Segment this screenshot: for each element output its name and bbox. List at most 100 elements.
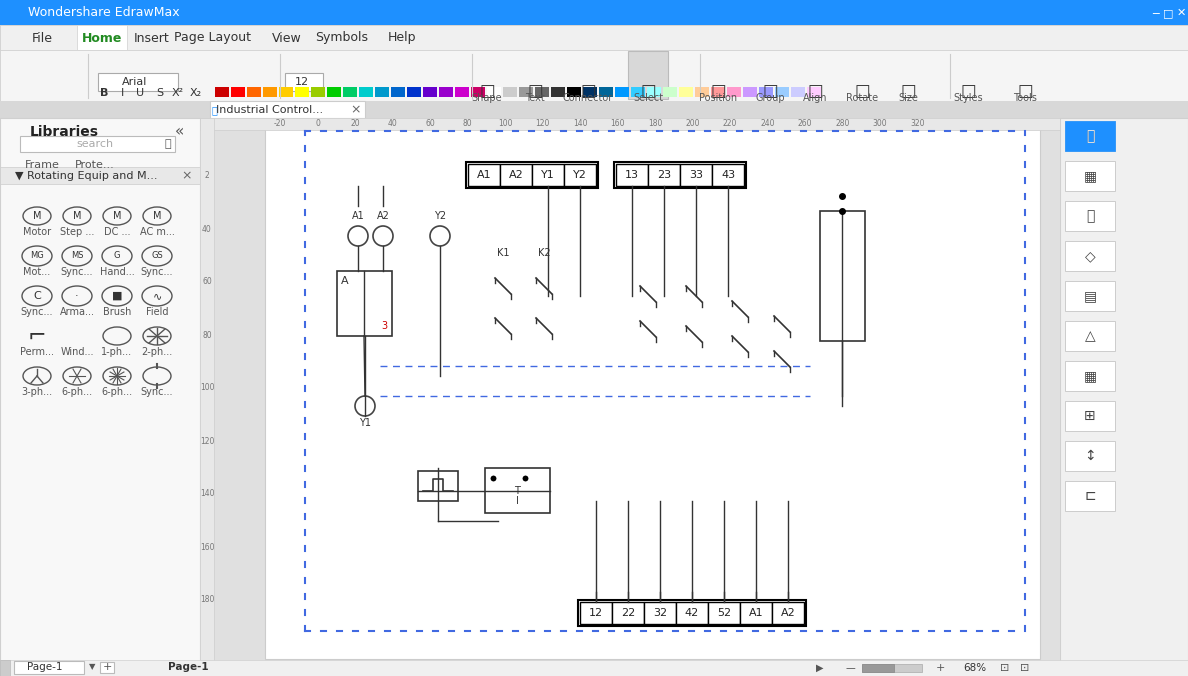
Bar [440, 87, 453, 97]
Text: ∿: ∿ [152, 291, 162, 301]
Text: Prote...: Prote... [75, 160, 115, 170]
Text: 12: 12 [295, 77, 309, 87]
Text: Shape: Shape [472, 93, 503, 103]
Bar [1064, 121, 1116, 151]
Text: 40: 40 [202, 224, 211, 233]
Text: 160: 160 [200, 543, 214, 552]
Text: A1: A1 [476, 170, 492, 180]
Text: M: M [33, 211, 42, 221]
Bar [468, 164, 500, 186]
Text: Y1: Y1 [541, 170, 555, 180]
Text: 140: 140 [200, 489, 214, 498]
Bar [263, 87, 277, 97]
Bar [337, 271, 392, 336]
Text: Y1: Y1 [359, 418, 371, 428]
Text: search: search [76, 139, 114, 149]
Text: □: □ [960, 82, 975, 100]
Text: ▤: ▤ [1083, 289, 1097, 303]
Bar [647, 87, 661, 97]
Text: 23: 23 [657, 170, 671, 180]
Text: 320: 320 [910, 120, 924, 128]
Bar [1064, 401, 1116, 431]
Bar [644, 602, 676, 624]
Text: ×: × [182, 170, 192, 183]
Text: □: □ [854, 82, 870, 100]
Bar [210, 101, 365, 118]
Text: Size: Size [898, 93, 918, 103]
Bar [535, 87, 549, 97]
Bar [247, 87, 261, 97]
Text: «: « [176, 124, 184, 139]
Text: Libraries: Libraries [30, 125, 99, 139]
Bar [0, 0, 1188, 25]
Text: ◇: ◇ [1085, 249, 1095, 263]
Bar [519, 87, 533, 97]
Text: Tools: Tools [1013, 93, 1037, 103]
Bar [759, 87, 773, 97]
Text: 52: 52 [716, 608, 731, 618]
Bar [775, 87, 789, 97]
Bar [567, 87, 581, 97]
Text: 1-ph...: 1-ph... [101, 347, 133, 357]
Text: 20: 20 [350, 120, 360, 128]
Text: +: + [102, 662, 112, 672]
Text: ▼: ▼ [89, 662, 95, 671]
Bar [772, 602, 804, 624]
Text: —: — [845, 663, 855, 673]
Text: DC ...: DC ... [103, 227, 131, 237]
Text: □: □ [710, 82, 726, 100]
Text: ×: × [350, 103, 361, 116]
Text: 40: 40 [387, 120, 397, 128]
Text: Industrial Control...: Industrial Control... [216, 105, 323, 115]
Text: 120: 120 [536, 120, 550, 128]
Bar [583, 87, 598, 97]
Bar [0, 118, 200, 676]
Text: Sync...: Sync... [20, 307, 53, 317]
Text: AC m...: AC m... [139, 227, 175, 237]
Text: Group: Group [756, 93, 785, 103]
Bar [532, 164, 564, 186]
Text: ✕: ✕ [1176, 8, 1186, 18]
Bar [1064, 201, 1116, 231]
Bar [580, 602, 612, 624]
Bar [680, 164, 712, 186]
Bar [1064, 481, 1116, 511]
Bar [862, 664, 922, 672]
Bar [375, 87, 388, 97]
Bar [1064, 281, 1116, 311]
Text: Connector: Connector [563, 93, 613, 103]
Text: +: + [935, 663, 944, 673]
Text: Wind...: Wind... [61, 347, 94, 357]
Text: Wondershare EdrawMax: Wondershare EdrawMax [20, 7, 179, 20]
Text: 100: 100 [498, 120, 512, 128]
Bar [820, 211, 865, 341]
Bar [215, 87, 229, 97]
Polygon shape [486, 529, 510, 544]
Bar [418, 471, 459, 501]
Bar [614, 162, 746, 188]
Text: I: I [120, 88, 124, 98]
Bar [1060, 118, 1188, 676]
Bar [628, 51, 668, 99]
Text: Help: Help [387, 32, 416, 45]
Text: B: B [100, 88, 108, 98]
Text: 80: 80 [462, 120, 473, 128]
Text: 🔍: 🔍 [165, 139, 171, 149]
Text: Field: Field [146, 307, 169, 317]
Bar [20, 136, 175, 152]
Text: 🔷: 🔷 [211, 105, 217, 115]
Bar [14, 661, 84, 674]
Text: 22: 22 [621, 608, 636, 618]
Text: ▦: ▦ [1083, 169, 1097, 183]
Bar [1064, 361, 1116, 391]
Text: 180: 180 [647, 120, 662, 128]
Bar [1064, 121, 1116, 151]
Text: Arial: Arial [122, 77, 147, 87]
Text: Page Layout: Page Layout [173, 32, 251, 45]
Text: 80: 80 [202, 331, 211, 339]
Bar [1064, 441, 1116, 471]
Text: □: □ [479, 82, 495, 100]
Bar [295, 87, 309, 97]
Text: I: I [516, 496, 518, 506]
Text: ▦: ▦ [1083, 369, 1097, 383]
